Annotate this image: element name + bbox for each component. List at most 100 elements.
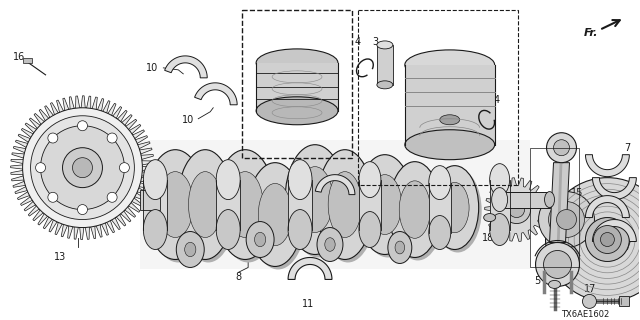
Bar — [405, 65, 495, 145]
Ellipse shape — [148, 153, 208, 262]
Ellipse shape — [392, 165, 444, 260]
Polygon shape — [288, 258, 332, 279]
Ellipse shape — [388, 232, 412, 263]
Circle shape — [107, 192, 117, 202]
Ellipse shape — [545, 192, 554, 208]
Polygon shape — [550, 163, 570, 243]
Text: 15: 15 — [572, 188, 584, 198]
Bar — [358, 10, 518, 185]
Ellipse shape — [288, 148, 348, 258]
Polygon shape — [11, 96, 154, 239]
Circle shape — [31, 116, 134, 220]
Circle shape — [593, 226, 621, 253]
Polygon shape — [586, 196, 629, 218]
Polygon shape — [593, 220, 636, 242]
Circle shape — [120, 163, 129, 173]
Ellipse shape — [359, 212, 381, 247]
Ellipse shape — [143, 210, 167, 250]
Bar — [256, 63, 338, 111]
Bar — [143, 180, 167, 229]
Circle shape — [586, 218, 629, 261]
Ellipse shape — [440, 115, 460, 125]
Ellipse shape — [490, 164, 509, 196]
Polygon shape — [484, 178, 548, 241]
Circle shape — [509, 202, 525, 218]
Text: 8: 8 — [235, 272, 241, 283]
Ellipse shape — [176, 232, 204, 268]
Bar — [242, 10, 352, 158]
Circle shape — [582, 294, 596, 308]
Text: 16: 16 — [13, 52, 25, 62]
Ellipse shape — [227, 172, 263, 237]
Ellipse shape — [180, 153, 236, 262]
Bar — [500, 192, 550, 208]
Ellipse shape — [143, 160, 167, 200]
Text: 12: 12 — [500, 180, 513, 190]
Circle shape — [548, 202, 584, 237]
Ellipse shape — [395, 241, 404, 254]
Text: 9: 9 — [369, 190, 375, 200]
Bar — [359, 180, 381, 229]
Ellipse shape — [216, 210, 240, 250]
Ellipse shape — [218, 153, 278, 262]
Circle shape — [107, 133, 117, 143]
Ellipse shape — [247, 163, 303, 267]
Circle shape — [554, 140, 570, 156]
Text: 18: 18 — [481, 233, 494, 243]
Text: 17: 17 — [584, 284, 596, 294]
Bar — [529, 148, 579, 268]
Text: 1: 1 — [436, 190, 443, 200]
Ellipse shape — [359, 162, 381, 197]
Ellipse shape — [431, 166, 479, 250]
Polygon shape — [586, 155, 629, 177]
Ellipse shape — [185, 242, 196, 257]
Ellipse shape — [429, 166, 451, 200]
Bar — [490, 180, 509, 229]
Circle shape — [40, 126, 124, 210]
Ellipse shape — [405, 50, 495, 80]
Ellipse shape — [399, 181, 430, 238]
Ellipse shape — [360, 158, 416, 258]
Ellipse shape — [377, 41, 393, 49]
Polygon shape — [195, 83, 237, 105]
Text: 11: 11 — [302, 300, 314, 309]
Text: Fr.: Fr. — [584, 28, 598, 38]
Circle shape — [538, 192, 595, 247]
Text: 7: 7 — [624, 243, 630, 252]
Text: 14: 14 — [554, 252, 566, 262]
Ellipse shape — [188, 172, 222, 237]
Ellipse shape — [285, 145, 345, 254]
Ellipse shape — [328, 172, 362, 237]
Text: 6: 6 — [516, 193, 523, 203]
Circle shape — [36, 163, 45, 173]
Text: TX6AE1602: TX6AE1602 — [561, 310, 609, 319]
Ellipse shape — [256, 49, 338, 77]
Ellipse shape — [429, 216, 451, 250]
Ellipse shape — [246, 221, 274, 258]
Ellipse shape — [255, 232, 266, 247]
Bar — [216, 180, 240, 229]
Circle shape — [72, 158, 92, 178]
Bar — [22, 58, 31, 63]
Ellipse shape — [297, 167, 333, 233]
Circle shape — [77, 121, 88, 131]
Ellipse shape — [259, 183, 292, 246]
Ellipse shape — [548, 280, 561, 288]
Text: 7: 7 — [624, 143, 630, 153]
Text: 3: 3 — [372, 37, 378, 47]
Ellipse shape — [215, 150, 275, 260]
Ellipse shape — [389, 162, 441, 258]
Ellipse shape — [177, 150, 233, 260]
Bar — [140, 190, 161, 210]
Bar — [377, 45, 393, 85]
Bar — [429, 183, 451, 233]
Circle shape — [63, 148, 102, 188]
Text: 10: 10 — [182, 115, 195, 125]
Ellipse shape — [324, 238, 335, 251]
Circle shape — [77, 204, 88, 215]
Ellipse shape — [440, 182, 469, 233]
Text: 4: 4 — [355, 37, 361, 47]
Ellipse shape — [216, 160, 240, 200]
Ellipse shape — [377, 81, 393, 89]
Circle shape — [545, 178, 640, 301]
